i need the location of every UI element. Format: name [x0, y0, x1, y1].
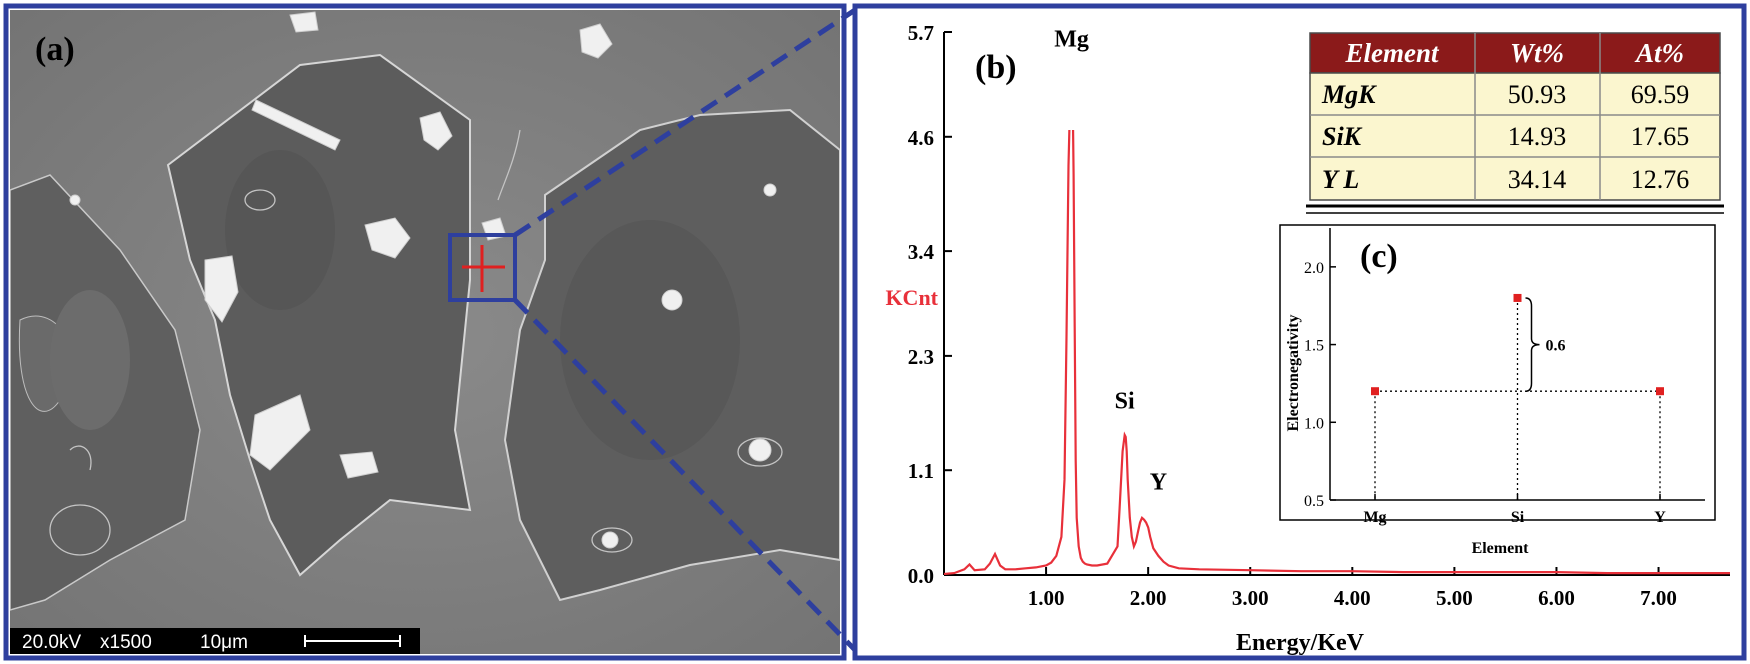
spectrum-y-tick-label: 3.4	[908, 240, 935, 264]
table-cell-wt: 50.93	[1508, 80, 1567, 109]
inset-point-y	[1656, 387, 1664, 396]
selected-region-box	[448, 233, 517, 302]
spectrum-line-series	[944, 130, 1730, 575]
spectrum-peak-labels: Mg Si Y	[1054, 26, 1167, 495]
spectrum-x-axis-label: Energy/KeV	[1236, 630, 1365, 656]
difference-annotation: 0.6	[1546, 338, 1566, 355]
inset-points	[1371, 293, 1664, 396]
eds-spectrum-panel: (b) 0.0 1.1 2.3 3.4 4.6 5.7 1.00 2.00 3.00 4.00 5…	[852, 3, 1747, 661]
inset-point-si	[1513, 293, 1522, 302]
peak-label: Y	[1150, 469, 1167, 495]
scale-bar-line	[304, 635, 401, 647]
spectrum-x-tick-label: 7.00	[1640, 586, 1677, 610]
inset-y-tick-label: 1.0	[1304, 415, 1324, 432]
table-header-element: Element	[1345, 38, 1440, 68]
spectrum-y-tick-label: 0.0	[908, 564, 934, 588]
panel-c-label: (c)	[1360, 238, 1398, 275]
peak-label: Mg	[1054, 26, 1089, 52]
scale-bar-voltage: 20.0kV	[22, 632, 81, 653]
spectrum-y-tick-label: 5.7	[908, 21, 934, 45]
spectrum-x-tick-label: 3.00	[1232, 586, 1269, 610]
spectrum-y-tick-label: 1.1	[908, 459, 934, 483]
table-cell-at: 17.65	[1631, 122, 1690, 151]
table-header-at: At%	[1634, 38, 1684, 68]
inset-point-mg	[1371, 387, 1379, 396]
table-cell-at: 69.59	[1631, 80, 1690, 109]
sem-image-panel: 20.0kV x1500 10μm (a)	[3, 3, 847, 661]
spectrum-axes	[943, 32, 1730, 576]
scale-bar-magnification: x1500	[100, 632, 152, 653]
scale-bar-length: 10μm	[200, 632, 248, 653]
inset-x-tick-label: Mg	[1363, 509, 1386, 526]
inset-x-axis-label: Element	[1472, 540, 1530, 557]
table-header-wt: Wt%	[1510, 38, 1564, 68]
table-cell-element: MgK	[1321, 80, 1377, 109]
inset-x-tick-label: Si	[1511, 509, 1525, 526]
table-cell-element: Y L	[1322, 165, 1359, 194]
table-cell-element: SiK	[1322, 122, 1363, 151]
table-cell-wt: 14.93	[1508, 122, 1567, 151]
panel-a-frame	[3, 3, 847, 661]
inset-y-tick-label: 2.0	[1304, 260, 1324, 277]
zoom-connector-lines	[513, 7, 857, 652]
spectrum-x-tick-label: 4.00	[1334, 586, 1371, 610]
difference-brace	[1525, 297, 1540, 392]
electronegativity-inset: (c) 0.5 1.0 1.5 2.0 Mg Si Y 0.6 Element Elect…	[1279, 224, 1716, 557]
inset-x-tick-label: Y	[1654, 509, 1666, 526]
composition-table: Element Wt% At% MgK 50.93 69.59 SiK 14.9…	[1306, 32, 1724, 214]
table-cell-wt: 34.14	[1508, 165, 1567, 194]
peak-label: Si	[1115, 388, 1135, 414]
inset-y-tick-label: 0.5	[1304, 493, 1324, 510]
panel-a-label: (a)	[35, 31, 75, 68]
spectrum-y-tick-label: 2.3	[908, 345, 934, 369]
inset-y-ticks: 0.5 1.0 1.5 2.0	[1304, 228, 1336, 510]
spectrum-x-ticks: 1.00 2.00 3.00 4.00 5.00 6.00 7.00	[1028, 567, 1677, 610]
spectrum-x-tick-label: 5.00	[1436, 586, 1473, 610]
inset-y-tick-label: 1.5	[1304, 338, 1324, 355]
analysis-point-marker	[462, 245, 505, 292]
inset-guide-lines	[1374, 297, 1661, 500]
spectrum-x-tick-label: 1.00	[1028, 586, 1065, 610]
inset-y-axis-label: Electronegativity	[1285, 314, 1302, 431]
spectrum-x-tick-label: 6.00	[1538, 586, 1575, 610]
table-cell-at: 12.76	[1631, 165, 1690, 194]
spectrum-x-tick-label: 2.00	[1130, 586, 1167, 610]
spectrum-y-ticks: 0.0 1.1 2.3 3.4 4.6 5.7	[908, 21, 952, 588]
spectrum-y-axis-label: KCnt	[885, 285, 938, 310]
panel-b-label: (b)	[975, 49, 1017, 86]
spectrum-y-tick-label: 4.6	[908, 126, 934, 150]
